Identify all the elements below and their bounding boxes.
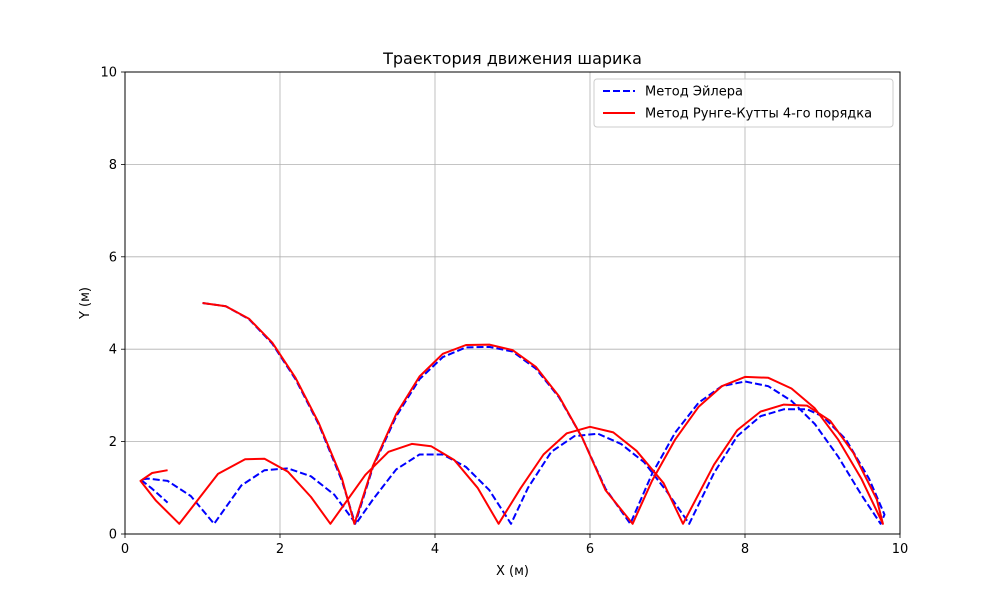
x-tick-label: 4 <box>431 542 439 557</box>
legend-label-rk4: Метод Рунге-Кутты 4-го порядка <box>645 107 872 122</box>
series-layer <box>139 302 886 525</box>
x-tick-label: 10 <box>892 542 909 557</box>
rk4-series-line <box>139 302 884 525</box>
y-tick-label: 6 <box>109 250 117 265</box>
y-tick-label: 0 <box>109 528 117 543</box>
y-tick-label: 10 <box>100 66 117 81</box>
x-tick-label: 8 <box>741 542 749 557</box>
x-tick-label: 6 <box>586 542 594 557</box>
legend-label-euler: Метод Эйлера <box>645 85 743 100</box>
legend-box <box>593 78 894 128</box>
y-tick-label: 2 <box>109 435 117 450</box>
x-axis-label: X (м) <box>496 564 529 579</box>
x-tick-label: 0 <box>121 542 129 557</box>
y-axis-label: Y (м) <box>78 287 93 320</box>
axis-ticks: 0 2 4 6 8 10 0 2 4 6 8 10 <box>100 66 908 558</box>
legend: Метод Эйлера Метод Рунге-Кутты 4-го поря… <box>593 78 894 128</box>
plot-frame <box>124 71 901 535</box>
y-tick-label: 4 <box>109 343 117 358</box>
x-tick-label: 2 <box>276 542 284 557</box>
chart-title: Траектория движения шарика <box>382 49 642 68</box>
y-tick-label: 8 <box>109 158 117 173</box>
